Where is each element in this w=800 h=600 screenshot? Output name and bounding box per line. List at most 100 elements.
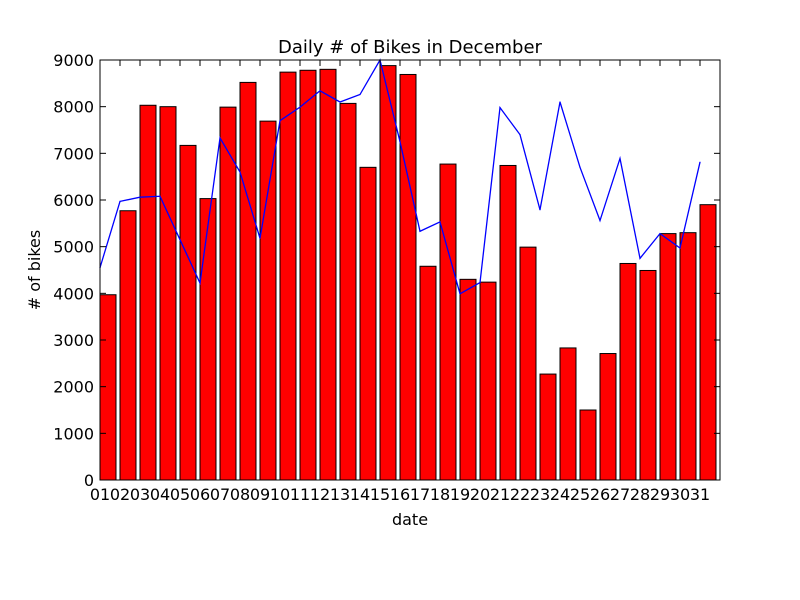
x-tick-label: 15 xyxy=(370,485,390,504)
bar-11 xyxy=(299,69,317,481)
y-tick-label: 8000 xyxy=(53,98,94,117)
x-tick-label: 19 xyxy=(450,485,470,504)
x-tick-label: 14 xyxy=(350,485,370,504)
line-point-03 xyxy=(139,196,141,198)
bar-07 xyxy=(219,106,237,481)
x-axis-title: date xyxy=(392,510,428,529)
bar-18 xyxy=(439,163,457,481)
x-tick-label: 03 xyxy=(130,485,150,504)
y-tick-label: 1000 xyxy=(53,424,94,443)
line-point-23 xyxy=(539,209,541,211)
x-tick-label: 28 xyxy=(630,485,650,504)
x-tick-label: 05 xyxy=(170,485,190,504)
line-point-19 xyxy=(459,293,461,295)
bar-14 xyxy=(359,166,377,481)
line-point-04 xyxy=(159,195,161,197)
y-tick-label: 2000 xyxy=(53,378,94,397)
x-tick-label: 04 xyxy=(150,485,170,504)
bar-19 xyxy=(459,278,477,481)
x-tick-label: 06 xyxy=(190,485,210,504)
x-tick-label: 08 xyxy=(230,485,250,504)
bar-04 xyxy=(159,106,177,481)
line-point-05 xyxy=(179,239,181,241)
y-tick-label: 9000 xyxy=(53,51,94,70)
line-point-14 xyxy=(359,93,361,96)
line-point-25 xyxy=(579,166,581,168)
x-tick-label: 11 xyxy=(290,485,310,504)
x-tick-label: 17 xyxy=(410,485,430,504)
bar-10 xyxy=(279,71,297,481)
line-point-24 xyxy=(559,101,561,103)
x-tick-label: 27 xyxy=(610,485,630,504)
x-tick-label: 25 xyxy=(570,485,590,504)
y-tick-label: 4000 xyxy=(53,284,94,303)
bar-15 xyxy=(379,65,397,481)
line-point-08 xyxy=(239,171,241,173)
line-point-22 xyxy=(519,134,521,136)
bar-08 xyxy=(239,81,257,481)
x-tick-label: 07 xyxy=(210,485,230,504)
y-tick-label: 7000 xyxy=(53,144,94,163)
y-tick-label: 3000 xyxy=(53,331,94,350)
line-point-10 xyxy=(279,120,281,122)
bar-02 xyxy=(119,210,137,481)
line-point-12 xyxy=(319,90,321,92)
line-point-21 xyxy=(499,107,501,109)
x-tick-label: 31 xyxy=(690,485,710,504)
bar-13 xyxy=(339,102,357,481)
x-tick-label: 22 xyxy=(510,485,530,504)
x-tick-label: 26 xyxy=(590,485,610,504)
bar-22 xyxy=(519,246,537,481)
x-tick-label: 21 xyxy=(490,485,510,504)
bar-05 xyxy=(179,144,197,481)
bar-12 xyxy=(319,68,337,481)
y-axis: 0 1000 2000 3000 4000 5000 6000 7000 8000 9000 xyxy=(53,51,720,490)
bar-06 xyxy=(199,198,217,481)
x-tick-label: 30 xyxy=(670,485,690,504)
bar-30 xyxy=(679,232,697,481)
line-point-28 xyxy=(639,257,641,259)
bar-24 xyxy=(559,347,577,481)
bar-29 xyxy=(659,233,677,481)
bar-09 xyxy=(259,120,277,481)
line-point-30 xyxy=(679,247,681,249)
x-tick-label: 09 xyxy=(250,485,270,504)
bar-25 xyxy=(579,409,597,481)
chart-title: Daily # of Bikes in December xyxy=(278,37,543,58)
bar-16 xyxy=(399,73,417,481)
line-point-13 xyxy=(339,101,341,103)
line-point-26 xyxy=(599,219,601,222)
bar-27 xyxy=(619,262,637,481)
bar-17 xyxy=(419,265,437,481)
x-tick-label: 23 xyxy=(530,485,550,504)
line-point-06 xyxy=(199,282,201,284)
y-tick-label: 0 xyxy=(84,471,94,490)
bar-23 xyxy=(539,373,557,481)
line-point-16 xyxy=(399,141,401,143)
line-point-29 xyxy=(659,233,661,235)
line-point-17 xyxy=(419,230,421,232)
x-tick-label: 16 xyxy=(390,485,410,504)
bar-series xyxy=(99,65,717,481)
x-tick-label: 13 xyxy=(330,485,350,504)
y-tick-label: 5000 xyxy=(53,238,94,257)
line-point-07 xyxy=(219,137,221,139)
bar-21 xyxy=(499,164,517,481)
line-point-31 xyxy=(699,161,701,163)
y-tick-label: 6000 xyxy=(53,191,94,210)
line-point-02 xyxy=(119,200,121,202)
x-tick-label: 29 xyxy=(650,485,670,504)
x-tick-label: 02 xyxy=(110,485,130,504)
x-tick-label: 10 xyxy=(270,485,290,504)
bar-01 xyxy=(99,294,117,481)
line-point-20 xyxy=(479,282,481,284)
bar-26 xyxy=(599,353,617,481)
bar-03 xyxy=(139,104,157,481)
plot-frame xyxy=(99,59,721,481)
x-axis: 01 02 03 04 05 06 07 08 09 10 11 12 13 14 15 16 17 18 19 20… xyxy=(90,60,710,504)
line-series xyxy=(99,58,701,295)
line-point-18 xyxy=(439,221,441,223)
line-point-09 xyxy=(259,237,261,239)
bar-28 xyxy=(639,269,657,481)
